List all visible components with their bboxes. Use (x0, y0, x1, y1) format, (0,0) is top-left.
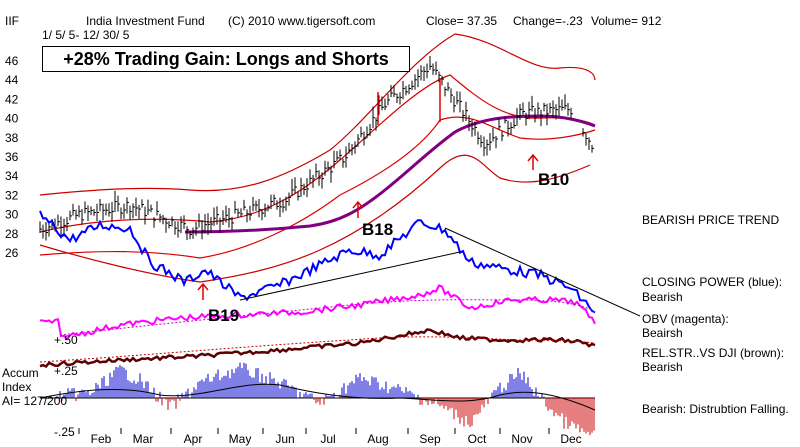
month-label: Feb (91, 432, 112, 446)
y-tick-label: 38 (5, 131, 19, 145)
obv-line (39, 284, 596, 341)
y-tick-label: 34 (5, 169, 19, 183)
obv-status: Beairsh (642, 326, 683, 340)
month-label: Oct (468, 432, 487, 446)
accum-minus25: -.25 (54, 425, 75, 439)
month-label: May (229, 432, 252, 446)
price-bars (39, 55, 594, 241)
y-tick-label: 36 (5, 150, 19, 164)
closing-power-label: CLOSING POWER (blue): (642, 275, 783, 289)
relstr-status: Bearish (642, 360, 683, 374)
y-tick-label: 44 (5, 73, 19, 87)
closing-power-uptrend (239, 251, 461, 301)
signal-label-b18: B18 (362, 220, 394, 239)
month-label: Sep (419, 432, 441, 446)
closing-power-line (39, 210, 596, 314)
y-tick-label: 40 (5, 112, 19, 126)
relative-strength-line (39, 328, 596, 369)
accum-plus50: +.50 (54, 333, 78, 347)
relstr-label: REL.STR..VS DJI (brown): (642, 346, 785, 360)
y-tick-label: 42 (5, 92, 19, 106)
signal-arrow-b18 (352, 200, 364, 218)
ticker-label: IIF (5, 14, 19, 28)
inner-band-upper (39, 74, 596, 233)
closing-power-status: Bearish (642, 290, 683, 304)
signal-label-b10: B10 (538, 170, 570, 189)
signal-label-b19: B19 (208, 306, 240, 325)
accum-subtitle: Index (2, 380, 32, 394)
y-tick-label: 28 (5, 227, 19, 241)
date-range: 1/ 5/ 5- 12/ 30/ 5 (42, 28, 130, 42)
close-value: Close= 37.35 (426, 14, 498, 28)
closing-power-downtrend (444, 227, 641, 317)
accum-ma (39, 383, 596, 411)
y-tick-label: 26 (5, 246, 19, 260)
month-label: Mar (133, 432, 154, 446)
price-trend-label: BEARISH PRICE TREND (642, 213, 780, 227)
obv-label: OBV (magenta): (642, 312, 729, 326)
month-label: Jul (320, 432, 335, 446)
volume-value: Volume= 912 (591, 14, 662, 28)
accum-ai: AI= 127/200 (2, 394, 68, 408)
month-label: Dec (560, 432, 581, 446)
change-value: Change=-.23 (513, 14, 583, 28)
y-tick-label: 32 (5, 188, 19, 202)
y-axis-ticks: 26 28 30 32 34 36 38 40 42 44 46 (5, 54, 19, 260)
month-label: Apr (184, 432, 203, 446)
copyright: (C) 2010 www.tigersoft.com (228, 14, 376, 28)
month-label: Jun (275, 432, 294, 446)
relative-strength-ma (39, 336, 596, 363)
accum-status: Bearish: Distrubtion Falling. (642, 402, 789, 416)
moving-average-line (184, 114, 596, 234)
signal-arrow-b19 (197, 282, 209, 300)
signal-arrow-b10 (527, 153, 539, 170)
accum-title: Accum (2, 366, 39, 380)
x-axis-months: Feb Mar Apr May Jun Jul Aug Sep Oct Nov Dec (78, 428, 582, 446)
outer-band-lower (39, 154, 591, 283)
fund-name: India Investment Fund (86, 14, 205, 28)
y-tick-label: 46 (5, 54, 19, 68)
signal-arrow-sell (377, 78, 441, 125)
inner-band-lower (39, 116, 596, 259)
month-label: Nov (511, 432, 532, 446)
accum-plus25: +.25 (54, 364, 78, 378)
accum-histogram (59, 362, 595, 436)
y-tick-label: 30 (5, 208, 19, 222)
outer-band-upper (39, 33, 596, 196)
trading-gain-box: +28% Trading Gain: Longs and Shorts (42, 46, 410, 72)
obv-ma (59, 299, 596, 336)
month-label: Aug (367, 432, 388, 446)
